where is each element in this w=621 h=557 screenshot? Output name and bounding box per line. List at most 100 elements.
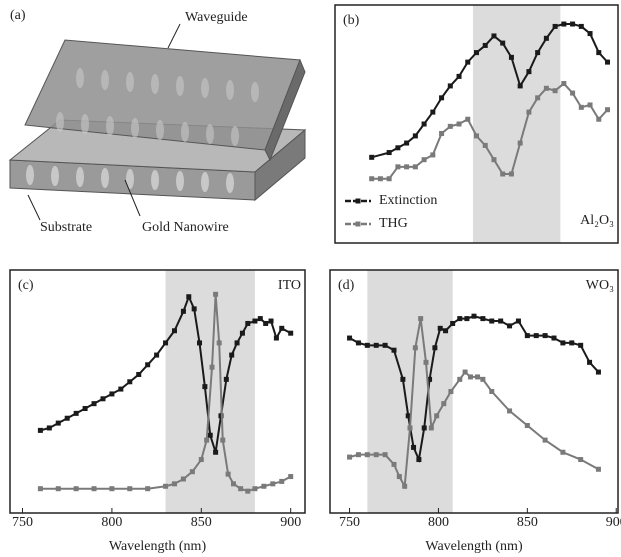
data-point [491,33,497,39]
data-point [560,449,566,455]
panel-label: (a) [10,8,26,23]
data-point [391,461,397,467]
data-point [64,415,70,421]
data-point [517,83,523,89]
data-point [587,359,593,365]
data-point [543,35,549,41]
data-point [441,401,447,407]
data-point [411,444,417,450]
material-label: Al₂O₃ [580,213,614,228]
data-point [213,449,219,455]
x-tick-label: 750 [12,515,33,530]
data-point [482,42,488,48]
data-point [220,437,226,443]
data-point [369,154,375,160]
data-point [432,345,438,351]
data-point [207,432,213,438]
data-point [347,335,353,341]
diagram-label: Waveguide [185,10,248,25]
data-point [508,54,514,60]
data-point [189,469,195,475]
plot-frame [9,269,306,514]
data-point [421,425,427,431]
data-point [430,152,436,158]
data-point [595,466,601,472]
data-point [245,320,251,326]
data-point [428,425,434,431]
data-point [500,40,506,46]
data-point [439,95,445,101]
data-point [127,486,133,492]
data-point [456,73,462,79]
data-point [475,374,481,380]
data-point [261,483,267,489]
data-point [465,59,471,65]
x-tick-label: 800 [101,515,122,530]
data-point [391,347,397,353]
data-point [447,123,453,129]
data-point [456,121,462,127]
data-point [551,335,557,341]
data-point [163,483,169,489]
data-point [434,413,440,419]
data-point [268,318,274,324]
data-point [73,410,79,416]
data-point [55,486,61,492]
data-point [412,133,418,139]
data-point [447,83,453,89]
data-point [91,401,97,407]
data-point [364,452,370,458]
data-point [180,308,186,314]
data-point [450,320,456,326]
data-point [37,427,43,433]
diagram-label: Substrate [40,220,92,235]
data-point [467,374,473,380]
data-point [489,389,495,394]
data-point [569,340,575,346]
data-point [355,452,361,458]
data-point [369,176,375,182]
data-point [257,316,263,322]
data-point [73,486,79,492]
data-point [412,345,418,351]
data-point [100,396,106,402]
data-point [533,333,539,339]
data-point [109,391,115,397]
x-tick-label: 900 [280,515,301,530]
data-point [498,318,504,324]
legend-marker [355,198,361,204]
data-point [508,171,514,177]
data-point [118,386,124,392]
data-point [395,145,401,151]
data-point [279,478,285,484]
legend-label: Extinction [379,193,437,208]
plot-frame [329,269,619,514]
data-point [373,452,379,458]
data-point [46,425,52,431]
data-point [471,313,477,319]
panel-label: (c) [18,278,34,293]
data-point [245,488,251,494]
data-point [480,376,486,382]
data-point [507,408,513,414]
data-point [430,109,436,115]
x-tick-label: 800 [428,515,449,530]
data-point [418,316,424,322]
data-point [542,333,548,339]
data-point [396,474,402,480]
data-point [482,142,488,148]
data-point [462,369,468,375]
legend-label: THG [379,216,408,231]
data-point [355,340,361,346]
data-point [552,88,558,94]
x-tick-label: 850 [191,515,212,530]
data-point [535,95,541,101]
material-label: WO₃ [586,278,614,293]
data-point [596,116,602,122]
data-point [191,306,197,312]
data-point [213,291,219,297]
leader-line [27,194,41,221]
data-point [587,102,593,108]
data-point [421,121,427,127]
